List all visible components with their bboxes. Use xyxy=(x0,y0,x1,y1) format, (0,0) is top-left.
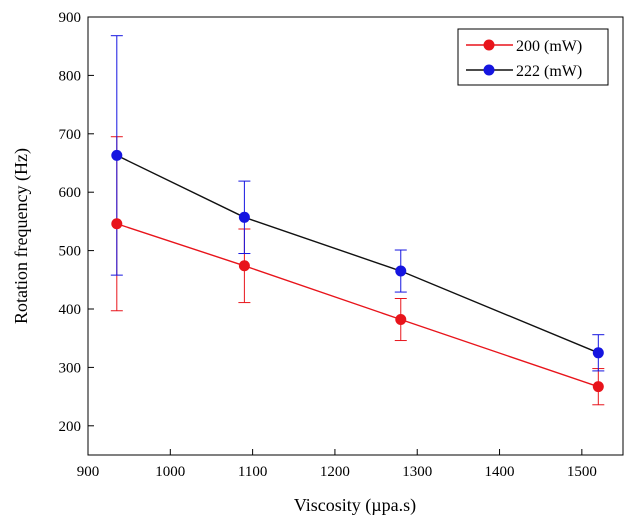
data-point xyxy=(395,265,407,277)
data-point xyxy=(395,314,407,326)
data-point xyxy=(238,211,250,223)
series-line xyxy=(116,154,599,354)
x-tick-label: 1000 xyxy=(155,464,185,480)
x-tick-label: 1100 xyxy=(238,464,267,480)
y-tick-label: 800 xyxy=(59,68,82,84)
legend-item-2: 222 (mW) xyxy=(466,63,582,80)
legend-marker xyxy=(483,64,495,76)
x-tick-label: 1500 xyxy=(567,464,597,480)
series-layer xyxy=(110,35,605,406)
series-1-points xyxy=(111,218,604,393)
legend-item-1: 200 (mW) xyxy=(466,38,582,55)
data-point xyxy=(592,381,604,393)
legend: 200 (mW) 222 (mW) xyxy=(457,28,609,86)
x-tick-label: 1400 xyxy=(485,464,515,480)
plot-frame xyxy=(87,16,624,456)
series-line xyxy=(116,223,599,388)
y-tick-label: 300 xyxy=(59,360,82,376)
series-2 xyxy=(116,154,599,354)
x-tick-label: 900 xyxy=(77,464,100,480)
x-tick-label: 1200 xyxy=(320,464,350,480)
y-axis: 200 300 400 500 600 700 800 900 xyxy=(59,10,94,435)
x-axis-title: Viscosity (µpa.s) xyxy=(294,495,416,516)
y-tick-label: 600 xyxy=(59,185,82,201)
legend-marker xyxy=(483,39,495,51)
data-point xyxy=(592,347,604,359)
y-tick-label: 200 xyxy=(59,419,82,435)
y-axis-title: Rotation frequency (Hz) xyxy=(11,148,32,324)
series-2-points xyxy=(111,149,604,359)
data-point xyxy=(111,149,123,161)
legend-label: 222 (mW) xyxy=(516,63,582,80)
series-2-errorbars xyxy=(110,35,605,372)
y-tick-label: 700 xyxy=(59,127,82,143)
data-point xyxy=(111,218,123,230)
x-axis: 900 1000 1100 1200 1300 1400 1500 xyxy=(77,449,597,480)
y-tick-label: 500 xyxy=(59,244,82,260)
legend-box xyxy=(457,28,609,86)
legend-label: 200 (mW) xyxy=(516,38,582,55)
data-point xyxy=(238,260,250,272)
series-1 xyxy=(116,223,599,388)
series-1-errorbars xyxy=(110,136,605,406)
y-tick-label: 900 xyxy=(59,10,82,26)
x-tick-label: 1300 xyxy=(402,464,432,480)
y-tick-label: 400 xyxy=(59,302,82,318)
